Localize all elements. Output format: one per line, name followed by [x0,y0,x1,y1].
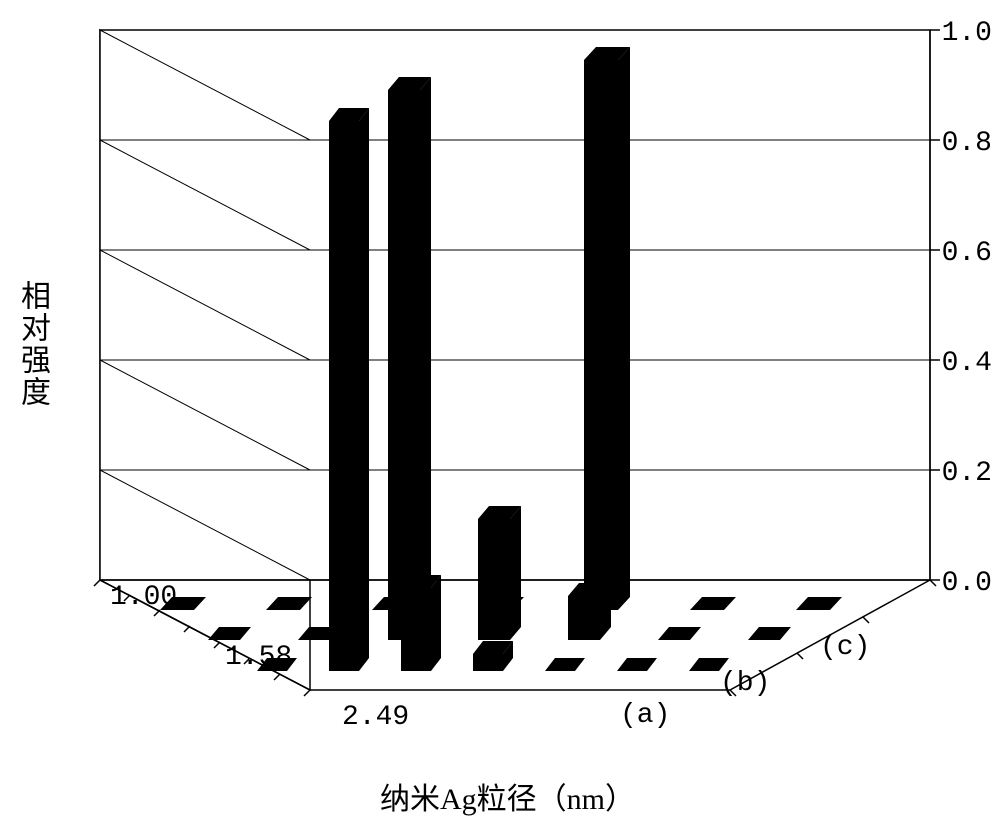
bar-b-6 [748,627,791,640]
y-tick-5: 1.0 [942,18,992,49]
bar-c-5 [690,597,736,610]
y-tick-0: 0.0 [942,568,992,599]
x-tick-2: 2.49 [342,702,409,733]
bar-a-3 [473,641,513,671]
bar-b-5 [658,627,701,640]
bar-b-3 [478,506,521,640]
y-tick-3: 0.6 [942,238,992,269]
bar-a-1 [329,108,369,671]
chart-svg [0,0,1000,830]
x-axis-label: 纳米Ag粒径（nm） [380,774,635,818]
series-label-c: (c) [820,632,870,663]
y-axis-label: 相对强度 [10,280,54,408]
y-axis-ticks [930,30,940,580]
bar-c-4 [584,47,630,610]
y-tick-1: 0.2 [942,458,992,489]
back-wall-right [100,30,930,580]
bar-a-2 [401,575,441,671]
y-tick-2: 0.4 [942,348,992,379]
series-label-b: (b) [720,668,770,699]
series-label-a: (a) [620,700,670,731]
x-tick-1: 1.58 [225,642,292,673]
x-tick-0: 1.00 [110,582,177,613]
bar-b-4 [568,583,611,640]
bar-b-2 [388,77,431,640]
bar-a-4 [545,658,585,671]
bar-c-6 [796,597,842,610]
bar-a-5 [617,658,657,671]
chart-3d-bar: 0.0 0.2 0.4 0.6 0.8 1.0 1.00 1.58 2.49 (… [0,0,1000,830]
y-tick-4: 0.8 [942,128,992,159]
